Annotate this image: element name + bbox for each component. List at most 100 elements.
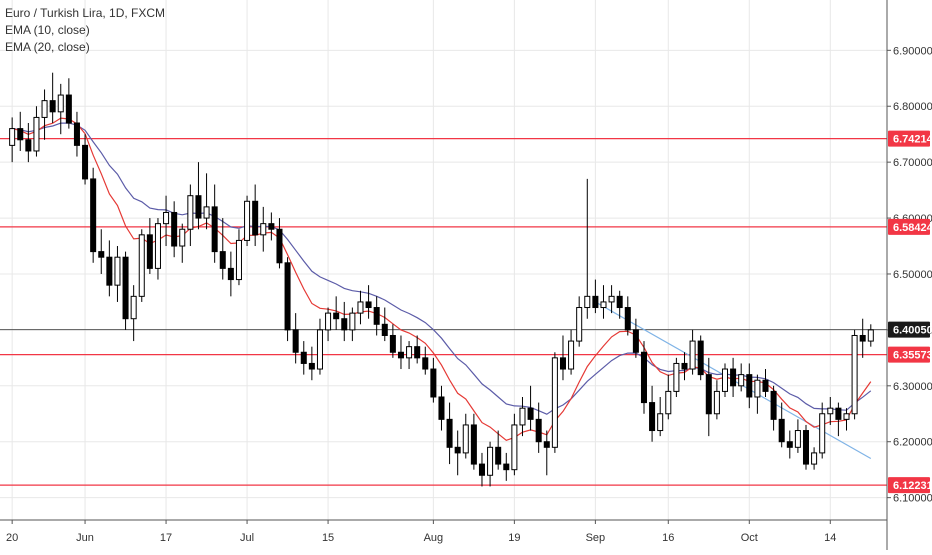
- candle-body: [130, 295, 137, 320]
- candle-body: [438, 396, 445, 420]
- candle-body: [608, 295, 615, 303]
- candle-body: [325, 312, 332, 331]
- candle: [381, 307, 388, 342]
- candle: [859, 318, 866, 358]
- candle-body: [333, 312, 340, 320]
- last-price-label: 6.40050: [888, 321, 932, 338]
- candle-body: [341, 318, 348, 331]
- candle: [82, 134, 89, 185]
- candle-body: [300, 351, 307, 364]
- candle-body: [349, 312, 356, 331]
- candle-body: [422, 357, 429, 370]
- candle: [438, 385, 445, 431]
- candle-body: [397, 351, 404, 359]
- candle: [284, 257, 291, 342]
- candle-body: [454, 446, 461, 454]
- level-price-label: 6.12231: [888, 477, 932, 494]
- level-price-label: 6.58424: [888, 218, 932, 235]
- candle: [713, 380, 720, 420]
- candle: [300, 341, 307, 375]
- candle-body: [98, 251, 105, 258]
- candle: [689, 329, 696, 375]
- candle-body: [527, 407, 534, 420]
- candle-body: [146, 234, 153, 269]
- candle: [414, 335, 421, 364]
- candle-body: [503, 463, 510, 471]
- candle-body: [689, 340, 696, 370]
- candle-body: [49, 100, 56, 113]
- candle-body: [430, 368, 437, 398]
- candle-body: [82, 144, 89, 180]
- candle: [665, 374, 672, 420]
- candle-body: [746, 374, 753, 398]
- candle-body: [171, 211, 178, 247]
- candle: [535, 402, 542, 453]
- candle: [551, 352, 558, 453]
- candle: [316, 318, 323, 375]
- candle: [495, 430, 502, 470]
- candle-body: [568, 340, 575, 370]
- candle: [49, 72, 56, 124]
- candle-body: [600, 301, 607, 309]
- candle-body: [219, 251, 226, 269]
- time-tick-label: 14: [824, 532, 836, 544]
- candle: [25, 123, 32, 163]
- candle: [90, 167, 97, 263]
- candle-body: [511, 424, 518, 471]
- candle: [349, 307, 356, 342]
- candle-body: [252, 200, 259, 236]
- candle: [57, 83, 64, 135]
- horizontal-levels: [0, 137, 887, 486]
- candle: [41, 89, 48, 140]
- time-tick-label: 19: [508, 532, 520, 544]
- candle-body: [316, 329, 323, 370]
- candle: [73, 111, 80, 157]
- candle: [681, 352, 688, 381]
- candle-body: [632, 329, 639, 353]
- candle-body: [470, 424, 477, 465]
- candle: [357, 290, 364, 325]
- candle: [106, 240, 113, 297]
- level-price-label-text: 6.35573: [893, 350, 932, 362]
- candle-body: [187, 195, 194, 230]
- time-axis-labels: 20 Jun 17 Jul 15 Aug 19 Sep 16 Oct 14: [6, 520, 836, 544]
- candle-body: [65, 94, 72, 124]
- candle-body: [851, 334, 858, 415]
- candle: [430, 357, 437, 403]
- candle-body: [778, 418, 785, 443]
- candle-body: [786, 441, 793, 448]
- level-price-label-bg: [888, 346, 930, 363]
- candle-body: [705, 374, 712, 415]
- candle: [802, 424, 810, 470]
- candle-body: [163, 211, 170, 225]
- candle: [187, 184, 194, 247]
- candle: [308, 346, 315, 381]
- candle-body: [57, 94, 64, 113]
- candle-body: [535, 418, 542, 443]
- candle: [138, 229, 145, 302]
- candle: [122, 251, 129, 330]
- candle: [470, 413, 477, 470]
- candle-body: [33, 116, 40, 152]
- price-tick-label: 6.70000: [893, 157, 932, 169]
- candle: [511, 413, 518, 476]
- candle: [478, 452, 485, 487]
- time-tick-label: 16: [662, 532, 674, 544]
- candle-body: [357, 301, 364, 314]
- candle: [738, 363, 745, 392]
- candle-body: [138, 234, 145, 297]
- candle: [235, 229, 242, 286]
- candle: [843, 408, 850, 431]
- candle-body: [154, 223, 161, 269]
- candle: [365, 285, 372, 319]
- candle-body: [754, 379, 761, 398]
- price-tick-label: 6.90000: [893, 45, 932, 57]
- time-tick-label: 15: [322, 532, 334, 544]
- candle: [657, 396, 664, 437]
- candle-body: [260, 223, 267, 236]
- candle-body: [721, 368, 729, 392]
- candle-body: [244, 200, 251, 241]
- last-price-label-bg: [888, 321, 930, 338]
